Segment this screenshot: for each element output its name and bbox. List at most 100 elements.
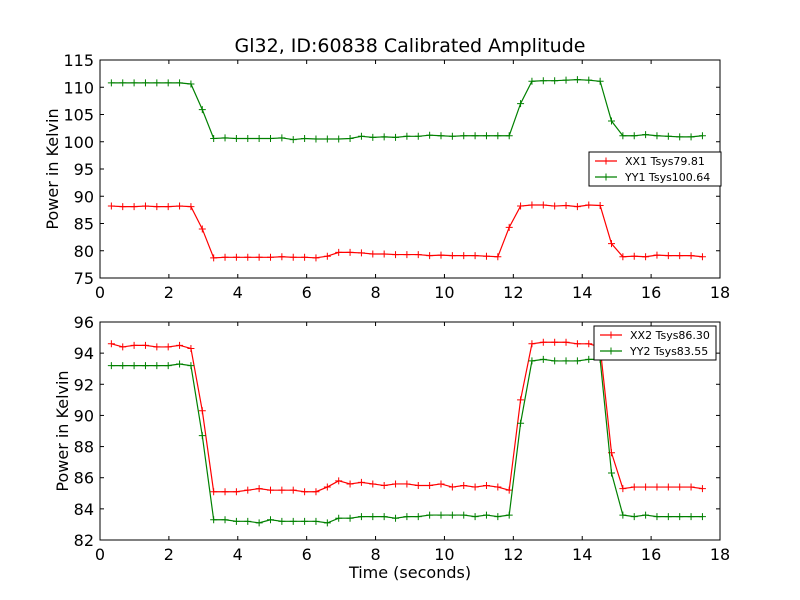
data-point-xx1 xyxy=(176,202,184,210)
data-point-yy1 xyxy=(312,135,320,143)
data-point-yy1 xyxy=(130,79,138,87)
top-y-axis-label: Power in Kelvin xyxy=(43,108,62,229)
data-point-yy1 xyxy=(573,76,581,84)
data-point-yy1 xyxy=(437,132,445,140)
data-point-yy1 xyxy=(278,134,286,142)
data-point-xx1 xyxy=(482,252,490,260)
data-point-xx1 xyxy=(494,253,502,261)
data-point-xx1 xyxy=(573,203,581,211)
data-point-xx1 xyxy=(187,203,195,211)
data-point-yy2 xyxy=(357,513,365,521)
data-point-xx1 xyxy=(551,202,559,210)
data-point-xx1 xyxy=(323,252,331,260)
bottom-y-tick-label: 90 xyxy=(74,406,94,425)
data-point-yy1 xyxy=(107,79,115,87)
data-point-xx1 xyxy=(653,251,661,259)
data-point-yy2 xyxy=(312,517,320,525)
legend-marker xyxy=(602,157,610,165)
data-point-xx2 xyxy=(232,488,240,496)
data-point-xx2 xyxy=(437,480,445,488)
data-point-yy2 xyxy=(653,513,661,521)
data-point-xx1 xyxy=(642,253,650,261)
data-point-xx2 xyxy=(573,340,581,348)
bottom-panel: 0 2 4 6 8 10 12 14 16 18 82 84 86 88 90 92 94 96 Power in … xyxy=(53,313,730,582)
data-point-yy1 xyxy=(403,132,411,140)
data-point-xx1 xyxy=(301,253,309,261)
data-point-yy2 xyxy=(505,511,513,519)
data-point-xx2 xyxy=(403,480,411,488)
data-point-xx2 xyxy=(698,485,706,493)
top-legend: XX1 Tsys79.81 YY1 Tsys100.64 xyxy=(588,151,722,187)
bottom-y-tick-label: 86 xyxy=(74,469,94,488)
legend-marker xyxy=(602,173,610,181)
data-point-yy1 xyxy=(119,79,127,87)
data-point-xx1 xyxy=(380,250,388,258)
bottom-x-tick-label: 4 xyxy=(233,545,243,564)
legend-label: YY1 Tsys100.64 xyxy=(624,171,710,184)
data-point-xx2 xyxy=(289,486,297,494)
bottom-x-tick-label: 10 xyxy=(434,545,454,564)
data-point-yy1 xyxy=(289,136,297,144)
data-point-yy2 xyxy=(619,511,627,519)
data-point-yy1 xyxy=(198,106,206,114)
data-point-yy2 xyxy=(414,513,422,521)
data-point-xx2 xyxy=(221,488,229,496)
legend-box xyxy=(593,325,717,361)
top-y-tick-label: 80 xyxy=(74,242,94,261)
data-point-xx1 xyxy=(539,201,547,209)
data-point-xx2 xyxy=(460,482,468,489)
data-point-yy1 xyxy=(380,133,388,141)
data-point-xx2 xyxy=(653,483,661,491)
top-x-tick-label: 8 xyxy=(370,283,380,302)
data-point-yy2 xyxy=(551,357,559,365)
data-point-yy1 xyxy=(596,77,604,85)
data-point-yy2 xyxy=(130,362,138,370)
data-point-xx2 xyxy=(255,485,263,493)
data-point-xx2 xyxy=(539,338,547,346)
data-point-xx1 xyxy=(687,252,695,260)
data-point-yy1 xyxy=(301,134,309,142)
data-point-yy1 xyxy=(244,134,252,142)
data-point-xx2 xyxy=(119,343,127,351)
data-point-xx2 xyxy=(551,338,559,346)
data-point-yy1 xyxy=(357,132,365,140)
data-point-yy2 xyxy=(392,514,400,522)
data-point-yy2 xyxy=(221,516,229,524)
top-x-tick-label: 6 xyxy=(302,283,312,302)
data-point-yy1 xyxy=(619,132,627,140)
data-point-yy1 xyxy=(255,134,263,142)
data-point-yy1 xyxy=(505,132,513,140)
data-point-yy1 xyxy=(221,134,229,142)
data-point-xx1 xyxy=(369,250,377,258)
data-point-yy1 xyxy=(642,131,650,139)
data-point-xx2 xyxy=(687,483,695,491)
data-point-xx2 xyxy=(494,483,502,491)
data-point-xx2 xyxy=(130,341,138,349)
data-point-xx1 xyxy=(141,202,149,210)
data-point-xx2 xyxy=(244,486,252,494)
data-point-xx2 xyxy=(392,480,400,488)
data-point-yy2 xyxy=(482,511,490,519)
data-point-yy2 xyxy=(380,513,388,521)
data-point-yy2 xyxy=(562,357,570,365)
top-x-tick-label: 4 xyxy=(233,283,243,302)
data-point-yy1 xyxy=(585,76,593,84)
top-x-tick-label: 16 xyxy=(641,283,661,302)
data-point-xx2 xyxy=(357,478,365,486)
data-point-xx2 xyxy=(153,343,161,351)
data-point-xx2 xyxy=(426,482,434,489)
data-point-yy1 xyxy=(346,134,354,142)
data-point-xx1 xyxy=(619,253,627,261)
data-point-xx2 xyxy=(482,482,490,489)
top-x-tick-label: 0 xyxy=(95,283,105,302)
data-point-yy1 xyxy=(664,132,672,140)
data-point-xx1 xyxy=(698,253,706,261)
data-point-yy2 xyxy=(335,514,343,522)
bottom-x-axis-label: Time (seconds) xyxy=(348,563,471,582)
data-point-yy1 xyxy=(335,135,343,143)
bottom-x-tick-label: 0 xyxy=(95,545,105,564)
data-point-yy2 xyxy=(323,519,331,527)
legend-label: XX1 Tsys79.81 xyxy=(625,155,705,168)
data-point-xx1 xyxy=(448,252,456,260)
